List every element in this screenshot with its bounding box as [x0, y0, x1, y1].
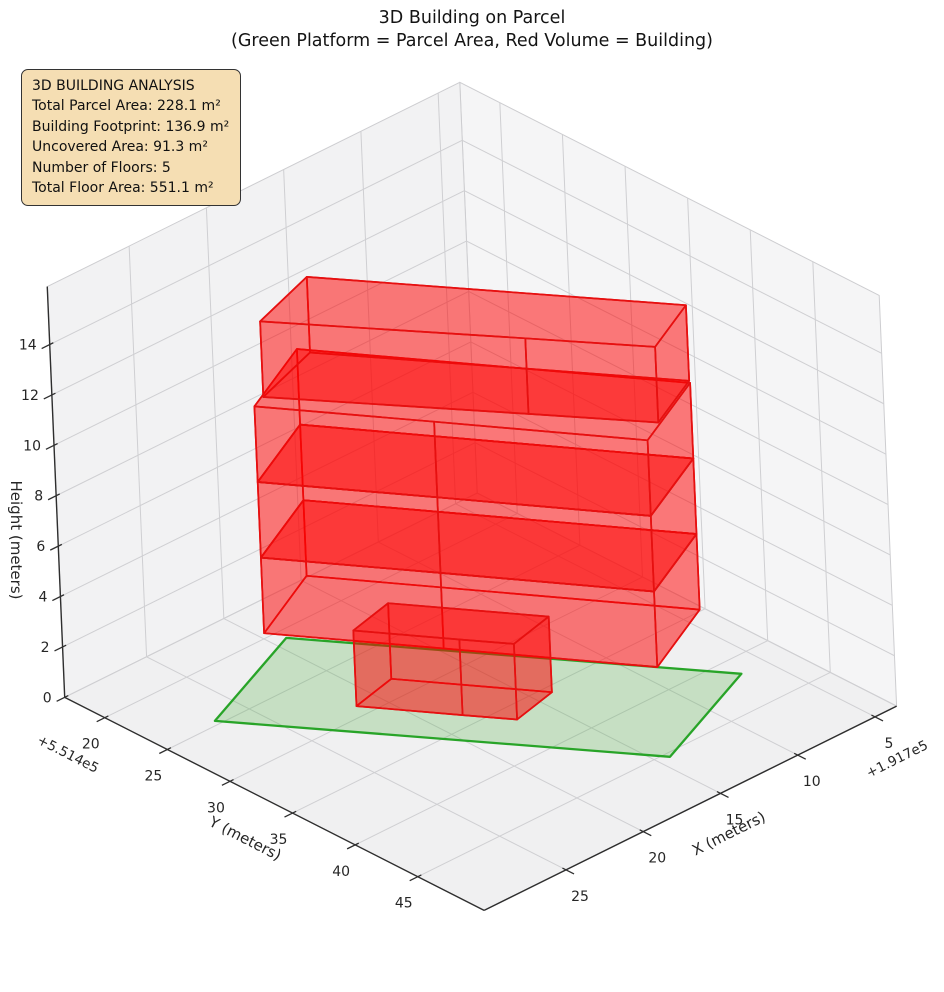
grid-line-z-left: [49, 139, 463, 345]
grid-line-z-right: [462, 139, 882, 354]
y-tick-label: 40: [332, 864, 350, 880]
z-tick-mark: [47, 493, 61, 501]
grid-line-y-floor: [354, 640, 768, 846]
info-line-footprint: Building Footprint: 136.9 m²: [32, 118, 230, 135]
grid-line-z-left: [64, 492, 478, 698]
grid-line-z-right: [476, 492, 897, 707]
y-tick-label: 20: [82, 737, 100, 753]
grid-line-y-floor: [292, 608, 706, 814]
z-tick-mark: [43, 392, 56, 400]
grid-line-z-left: [58, 341, 472, 547]
y-tick-mark: [346, 842, 360, 850]
z-tick-label: 2: [41, 640, 50, 656]
info-line-floors: Number of Floors: 5: [32, 159, 171, 176]
z-tick-label: 6: [36, 539, 45, 555]
building-face: [458, 638, 518, 721]
x-tick-mark: [562, 867, 575, 875]
x-tick-label: 5: [885, 736, 894, 752]
z-tick-mark: [49, 543, 63, 551]
grid-line-z-right: [466, 240, 887, 455]
building-floor-1-ground: [352, 602, 553, 721]
y-tick-label: 25: [144, 768, 162, 784]
y-tick-label: 45: [395, 896, 413, 912]
x-tick-label: 25: [571, 889, 589, 905]
grid-line-z-left: [51, 190, 465, 396]
info-line-heading: 3D BUILDING ANALYSIS: [32, 78, 195, 94]
z-tick-mark: [45, 442, 58, 450]
grid-line-y-floor: [229, 576, 643, 782]
grid-line-y-wall: [812, 261, 831, 673]
x-tick-label: 20: [648, 851, 666, 867]
z-axis-line: [46, 286, 66, 698]
grid-line-y-wall: [749, 229, 769, 641]
building-floor-4: [253, 348, 695, 517]
y-tick-mark: [96, 715, 109, 723]
info-line-total-floor-area: Total Floor Area: 551.1 m²: [32, 180, 214, 197]
grid-line-x-wall: [437, 93, 457, 504]
y-tick-label: 35: [270, 832, 288, 848]
building-floor-2: [260, 499, 701, 668]
grid-line-y-floor: [417, 671, 831, 878]
grid-line-x-wall: [205, 207, 225, 619]
grid-line-y-wall: [499, 102, 518, 514]
z-axis-label: Height (meters): [7, 481, 25, 600]
grid-line-x-floor: [378, 541, 798, 756]
chart-title-line2: (Green Platform = Parcel Area, Red Volum…: [231, 30, 713, 51]
y-tick-mark: [409, 874, 422, 882]
z-tick-mark: [41, 342, 54, 350]
grid-line-y-wall: [561, 134, 581, 546]
building-face: [352, 602, 550, 645]
z-tick-mark: [54, 644, 67, 652]
grid-line-z-left: [62, 442, 476, 648]
x-tick-label: 10: [803, 774, 821, 790]
y-tick-mark: [221, 778, 234, 786]
x-axis-line: [483, 705, 897, 912]
analysis-info-box: 3D BUILDING ANALYSIS Total Parcel Area: …: [21, 69, 242, 207]
grid-line-z-right: [472, 391, 893, 606]
z-tick-mark: [52, 594, 65, 602]
grid-line-y-floor: [104, 512, 518, 719]
grid-line-x-wall: [360, 131, 379, 543]
z-tick-label: 4: [38, 590, 47, 606]
grid-line-z-right: [464, 190, 885, 405]
y-tick-mark: [284, 810, 297, 818]
building-face: [259, 276, 687, 348]
z-tick-label: 14: [19, 338, 37, 354]
chart-title: 3D Building on Parcel (Green Platform = …: [0, 7, 944, 52]
grid-line-z-right: [470, 341, 891, 556]
x-tick-mark: [639, 829, 652, 837]
x-tick-mark: [871, 714, 884, 722]
grid-line-y-wall: [687, 198, 706, 609]
y-tick-mark: [159, 747, 172, 755]
building-face: [524, 337, 660, 424]
grid-line-x-floor: [455, 503, 876, 718]
grid-line-x-floor: [146, 656, 567, 871]
grid-line-x-floor: [223, 618, 644, 833]
y-axis-line: [64, 696, 485, 912]
chart-title-line1: 3D Building on Parcel: [378, 8, 566, 28]
z-tick-mark: [56, 694, 69, 702]
grid-line-x-wall: [128, 246, 148, 657]
z-tick-label: 12: [21, 388, 39, 404]
grid-line-y-wall: [624, 166, 643, 578]
grid-line-x-wall: [283, 169, 302, 581]
x-tick-mark: [793, 752, 807, 760]
y-tick-label: 30: [207, 800, 225, 816]
x-axis-offset-label: +1.917e5: [864, 737, 931, 781]
grid-line-z-left: [60, 391, 474, 597]
info-line-parcel-area: Total Parcel Area: 228.1 m²: [32, 98, 221, 115]
building-face: [352, 629, 464, 716]
building-floor-5-top: [259, 276, 691, 424]
x-tick-mark: [716, 790, 729, 799]
x-tick-label: 15: [726, 812, 744, 828]
z-tick-label: 8: [34, 489, 43, 505]
info-line-uncovered: Uncovered Area: 91.3 m²: [32, 139, 208, 156]
z-tick-label: 10: [23, 438, 41, 454]
z-tick-label: 0: [43, 690, 52, 706]
